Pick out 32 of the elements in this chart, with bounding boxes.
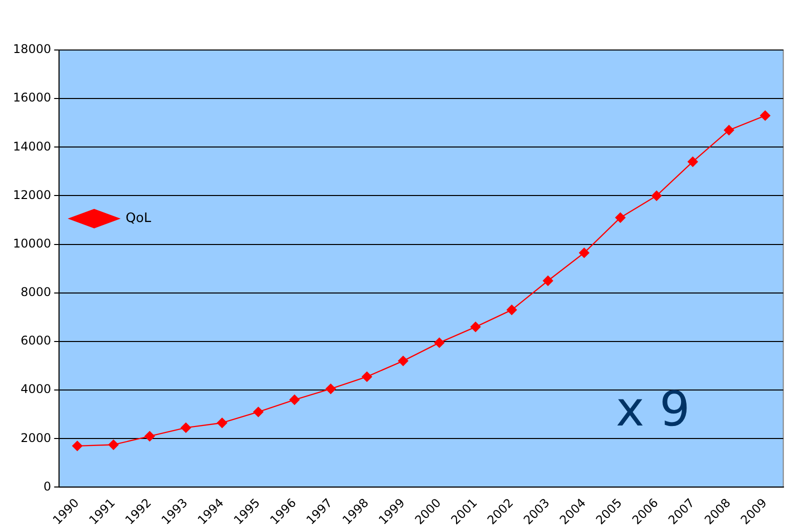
point	[326, 384, 336, 394]
point	[144, 431, 155, 442]
y-tick-label: 18000	[12, 42, 52, 56]
point	[724, 125, 734, 136]
point	[398, 356, 408, 366]
point	[760, 110, 770, 121]
point	[651, 190, 662, 201]
point	[72, 440, 82, 452]
y-tick-label: 8000	[20, 285, 52, 300]
point	[542, 276, 554, 286]
y-tick-label: 12000	[12, 188, 52, 202]
y-tick-label: 16000	[12, 90, 52, 105]
point	[434, 338, 444, 348]
point	[579, 248, 590, 258]
y-tick-label: 4000	[20, 382, 52, 396]
y-tick-label: 10000	[12, 236, 52, 250]
y-tick-label: 0	[44, 479, 52, 494]
point	[180, 422, 191, 433]
y-tick-label: 6000	[20, 334, 52, 348]
annotation: x 9	[616, 381, 690, 438]
point	[253, 406, 264, 418]
point	[362, 372, 372, 382]
point	[688, 156, 698, 167]
point	[217, 418, 228, 428]
point	[615, 212, 626, 223]
y-tick-label: 14000	[12, 139, 52, 154]
point	[289, 394, 300, 405]
legend-label: QoL	[126, 210, 152, 226]
point	[506, 304, 517, 316]
point	[108, 440, 119, 450]
y-tick-label: 2000	[20, 430, 52, 445]
point	[470, 322, 481, 332]
